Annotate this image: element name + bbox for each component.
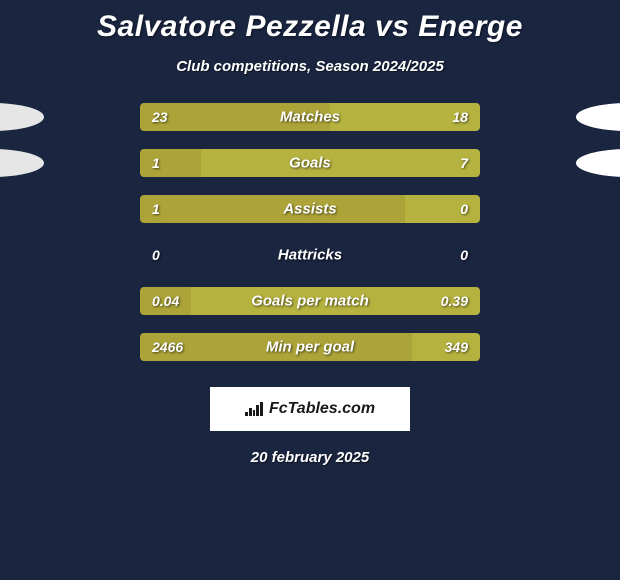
stat-label: Hattricks xyxy=(278,247,342,264)
team-badge-right xyxy=(576,103,620,131)
stat-label: Matches xyxy=(280,109,340,126)
stat-value-left: 1 xyxy=(152,155,160,171)
stat-row: 1 7 Goals xyxy=(70,149,550,177)
comparison-infographic: Salvatore Pezzella vs Energe Club compet… xyxy=(0,0,620,466)
team-badge-left xyxy=(0,103,44,131)
stat-value-right: 18 xyxy=(452,109,468,125)
page-title: Salvatore Pezzella vs Energe xyxy=(0,10,620,44)
bar-chart-icon xyxy=(245,402,263,416)
team-badge-left xyxy=(0,149,44,177)
stat-value-left: 2466 xyxy=(152,339,183,355)
team-badge-right xyxy=(576,149,620,177)
stat-value-right: 0 xyxy=(460,201,468,217)
date-label: 20 february 2025 xyxy=(0,449,620,466)
stat-value-right: 0 xyxy=(460,247,468,263)
stat-bar: 2466 349 Min per goal xyxy=(140,333,480,361)
stat-row: 0.04 0.39 Goals per match xyxy=(70,287,550,315)
stat-bar: 0.04 0.39 Goals per match xyxy=(140,287,480,315)
stat-row: 2466 349 Min per goal xyxy=(70,333,550,361)
stat-bar: 1 7 Goals xyxy=(140,149,480,177)
bar-fill-left xyxy=(140,149,201,177)
stat-label: Min per goal xyxy=(266,339,354,356)
stat-value-left: 0 xyxy=(152,247,160,263)
stat-value-right: 0.39 xyxy=(441,293,468,309)
bar-fill-right xyxy=(405,195,480,223)
stat-row: 23 18 Matches xyxy=(70,103,550,131)
stat-rows: 23 18 Matches 1 7 Goals 1 0 Assists 0 0 Hattricks 0.… xyxy=(0,103,620,361)
stat-value-right: 349 xyxy=(445,339,468,355)
stat-bar: 1 0 Assists xyxy=(140,195,480,223)
stat-value-right: 7 xyxy=(460,155,468,171)
stat-value-left: 23 xyxy=(152,109,168,125)
stat-label: Goals xyxy=(289,155,331,172)
stat-row: 1 0 Assists xyxy=(70,195,550,223)
brand-text: FcTables.com xyxy=(269,400,375,418)
stat-value-left: 0.04 xyxy=(152,293,179,309)
stat-label: Goals per match xyxy=(251,293,369,310)
subtitle: Club competitions, Season 2024/2025 xyxy=(0,58,620,75)
bar-fill-left xyxy=(140,195,405,223)
stat-value-left: 1 xyxy=(152,201,160,217)
stat-bar: 0 0 Hattricks xyxy=(140,241,480,269)
stat-bar: 23 18 Matches xyxy=(140,103,480,131)
stat-label: Assists xyxy=(283,201,336,218)
brand-badge: FcTables.com xyxy=(210,387,410,431)
bar-fill-right xyxy=(201,149,480,177)
stat-row: 0 0 Hattricks xyxy=(70,241,550,269)
